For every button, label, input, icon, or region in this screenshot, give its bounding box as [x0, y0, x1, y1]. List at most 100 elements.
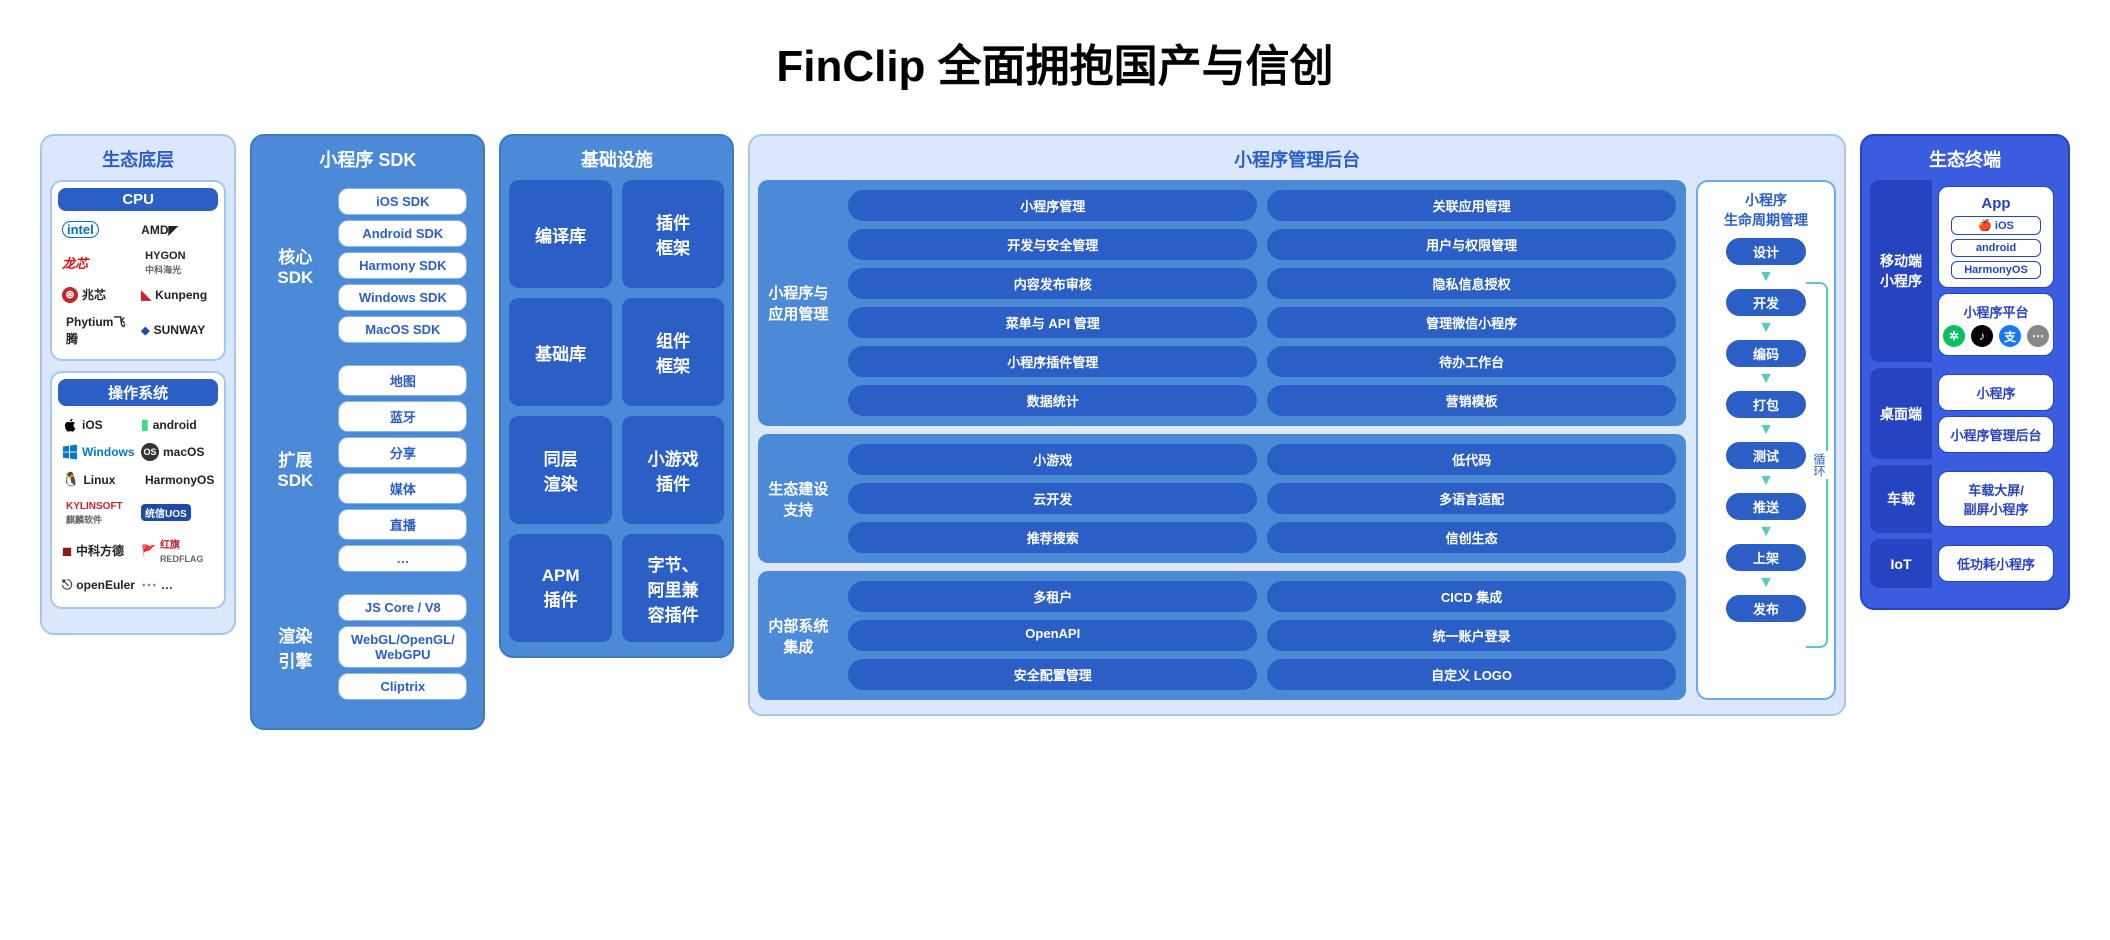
sdk-item: 地图: [338, 365, 467, 396]
columns: 生态底层 CPU intelAMD◤龙芯HYGON中科海光⊛兆芯◣Kunpeng…: [40, 134, 2070, 730]
more-icon: ⋯: [2027, 325, 2049, 347]
lifecycle-step: 设计: [1726, 238, 1806, 265]
sdk-item: 直播: [338, 509, 467, 540]
sdk-group-0: 核心 SDKiOS SDKAndroid SDKHarmony SDKWindo…: [260, 180, 475, 351]
cpu-logo-hygon: HYGON中科海光: [141, 248, 214, 276]
col-infra: 基础设施 编译库插件 框架基础库组件 框架同层 渲染小游戏 插件APM 插件字节…: [499, 134, 734, 658]
admin-item: 安全配置管理: [848, 659, 1257, 690]
admin-item: 小程序插件管理: [848, 346, 1257, 377]
infra-box: 组件 框架: [622, 298, 725, 406]
infra-box: 编译库: [509, 180, 612, 288]
sdk-item: MacOS SDK: [338, 316, 467, 343]
sunway-icon: ◆: [141, 324, 149, 337]
admin-item: 低代码: [1267, 444, 1676, 475]
col5-header: 生态终端: [1870, 146, 2060, 172]
sdk-item: WebGL/OpenGL/ WebGPU: [338, 626, 467, 668]
infra-box: 字节、 阿里兼 容插件: [622, 534, 725, 642]
lifecycle-panel: 小程序 生命周期管理 设计▼开发▼编码▼打包▼测试▼推送▼上架▼发布 循环: [1696, 180, 1836, 700]
lifecycle-header: 小程序 生命周期管理: [1706, 190, 1826, 230]
os-logo-uos: 统信UOS: [141, 498, 214, 526]
admin-item: 多语言适配: [1267, 483, 1676, 514]
sdk-item: …: [338, 545, 467, 572]
infra-box: 同层 渲染: [509, 416, 612, 524]
sdk-group-2: 渲染 引擎JS Core / V8WebGL/OpenGL/ WebGPUCli…: [260, 586, 475, 708]
os-logo-windows: Windows: [62, 443, 135, 461]
term-app-box: App🍎 iOSandroidHarmonyOS: [1938, 186, 2054, 288]
lifecycle-step: 开发: [1726, 289, 1806, 316]
admin-section-1: 生态建设 支持小游戏低代码云开发多语言适配推荐搜索信创生态: [758, 434, 1686, 563]
tiktok-icon: ♪: [1971, 325, 1993, 347]
alipay-icon: 支: [1999, 325, 2021, 347]
cpu-logo-zhaoxin: ⊛兆芯: [62, 286, 135, 303]
term-item: 车载大屏/ 副屏小程序: [1938, 471, 2054, 527]
term-group-title: 桌面端: [1870, 368, 1932, 459]
admin-item: 待办工作台: [1267, 346, 1676, 377]
term-item: 低功耗小程序: [1938, 545, 2054, 582]
lifecycle-step: 上架: [1726, 544, 1806, 571]
sdk-item: Cliptrix: [338, 673, 467, 700]
intel-icon: intel: [62, 221, 99, 238]
admin-section-title: 生态建设 支持: [758, 434, 838, 563]
os-logo-fangde: ◼中科方德: [62, 536, 135, 565]
infra-grid: 编译库插件 框架基础库组件 框架同层 渲染小游戏 插件APM 插件字节、 阿里兼…: [509, 180, 724, 642]
os-logo-kylin: KYLINSOFT麒麟软件: [62, 498, 135, 526]
os-logo-harmony: HarmonyOS: [141, 471, 214, 488]
admin-item: 多租户: [848, 581, 1257, 612]
term-group-3: IoT低功耗小程序: [1870, 539, 2060, 588]
term-item: 小程序管理后台: [1938, 416, 2054, 453]
cpu-logo-intel: intel: [62, 221, 135, 238]
admin-item: 营销模板: [1267, 385, 1676, 416]
kunpeng-icon: ◣: [141, 287, 151, 303]
os-logo-grid: iOS▮androidWindowsOSmacOS🐧LinuxHarmonyOS…: [58, 414, 218, 597]
admin-section-title: 内部系统 集成: [758, 571, 838, 700]
admin-item: 内容发布审核: [848, 268, 1257, 299]
term-group-title: IoT: [1870, 539, 1932, 588]
lifecycle-step: 测试: [1726, 442, 1806, 469]
term-group-0: 移动端 小程序App🍎 iOSandroidHarmonyOS小程序平台✲♪支⋯: [1870, 180, 2060, 362]
sdk-group-1: 扩展 SDK地图蓝牙分享媒体直播…: [260, 357, 475, 580]
admin-item: CICD 集成: [1267, 581, 1676, 612]
col4-header: 小程序管理后台: [758, 146, 1836, 172]
arrow-down-icon: ▼: [1758, 524, 1774, 540]
admin-item: 小游戏: [848, 444, 1257, 475]
admin-section-2: 内部系统 集成多租户CICD 集成OpenAPI统一账户登录安全配置管理自定义 …: [758, 571, 1686, 700]
admin-item: 菜单与 API 管理: [848, 307, 1257, 338]
cpu-logo-kunpeng: ◣Kunpeng: [141, 286, 214, 303]
sdk-item: Harmony SDK: [338, 252, 467, 279]
col-sdk: 小程序 SDK 核心 SDKiOS SDKAndroid SDKHarmony …: [250, 134, 485, 730]
cpu-logo-loongson: 龙芯: [62, 248, 135, 276]
admin-item: OpenAPI: [848, 620, 1257, 651]
term-platform-box: 小程序平台✲♪支⋯: [1938, 293, 2054, 356]
admin-item: 云开发: [848, 483, 1257, 514]
sdk-item: Android SDK: [338, 220, 467, 247]
cpu-logo-sunway: ◆SUNWAY: [141, 313, 214, 347]
infra-box: APM 插件: [509, 534, 612, 642]
arrow-down-icon: ▼: [1758, 575, 1774, 591]
admin-item: 关联应用管理: [1267, 190, 1676, 221]
sdk-item: 分享: [338, 437, 467, 468]
admin-item: 管理微信小程序: [1267, 307, 1676, 338]
admin-item: 小程序管理: [848, 190, 1257, 221]
zhaoxin-icon: ⊛: [62, 287, 78, 303]
lifecycle-step: 推送: [1726, 493, 1806, 520]
os-logo-euler: ⎋openEuler: [62, 575, 135, 595]
os-logo-apple: iOS: [62, 416, 135, 433]
sdk-item: 媒体: [338, 473, 467, 504]
admin-section-0: 小程序与 应用管理小程序管理关联应用管理开发与安全管理用户与权限管理内容发布审核…: [758, 180, 1686, 426]
admin-item: 信创生态: [1267, 522, 1676, 553]
sdk-group-title: 渲染 引擎: [260, 586, 330, 708]
term-group-title: 车载: [1870, 465, 1932, 533]
infra-box: 小游戏 插件: [622, 416, 725, 524]
os-logo-android: ▮android: [141, 416, 214, 433]
cpu-header: CPU: [58, 188, 218, 211]
cpu-logo-phytium: Phytium飞腾: [62, 313, 135, 347]
os-logo-more: ⋯…: [141, 575, 214, 595]
col-ecosystem-base: 生态底层 CPU intelAMD◤龙芯HYGON中科海光⊛兆芯◣Kunpeng…: [40, 134, 236, 635]
lifecycle-step: 编码: [1726, 340, 1806, 367]
infra-box: 插件 框架: [622, 180, 725, 288]
admin-item: 数据统计: [848, 385, 1257, 416]
arrow-down-icon: ▼: [1758, 269, 1774, 285]
col2-header: 小程序 SDK: [260, 146, 475, 172]
arrow-down-icon: ▼: [1758, 371, 1774, 387]
admin-item: 自定义 LOGO: [1267, 659, 1676, 690]
